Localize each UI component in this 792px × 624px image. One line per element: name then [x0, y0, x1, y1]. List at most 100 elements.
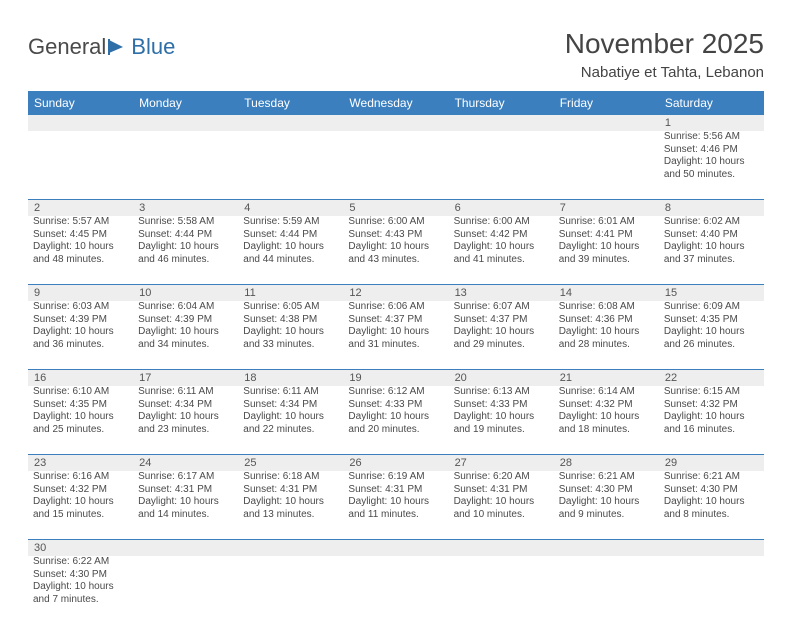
day-number: 3 [133, 200, 238, 216]
sunset-text: Sunset: 4:40 PM [664, 229, 759, 242]
daylight-text: Daylight: 10 hours and 34 minutes. [138, 326, 233, 351]
calendar-day-cell: Sunrise: 6:16 AMSunset: 4:32 PMDaylight:… [28, 471, 133, 539]
sunset-text: Sunset: 4:46 PM [664, 144, 759, 157]
sunrise-text: Sunrise: 6:13 AM [454, 386, 549, 399]
daylight-text: Daylight: 10 hours and 44 minutes. [243, 241, 338, 266]
day-number: 11 [238, 285, 343, 301]
day-number [133, 115, 238, 131]
daylight-text: Daylight: 10 hours and 13 minutes. [243, 496, 338, 521]
daylight-text: Daylight: 10 hours and 8 minutes. [664, 496, 759, 521]
calendar-empty-cell [449, 556, 554, 624]
sunrise-text: Sunrise: 6:21 AM [664, 471, 759, 484]
sunrise-text: Sunrise: 5:59 AM [243, 216, 338, 229]
day-number: 16 [28, 370, 133, 386]
calendar-day-cell: Sunrise: 6:05 AMSunset: 4:38 PMDaylight:… [238, 301, 343, 369]
daylight-text: Daylight: 10 hours and 14 minutes. [138, 496, 233, 521]
daylight-text: Daylight: 10 hours and 22 minutes. [243, 411, 338, 436]
day-number: 24 [133, 455, 238, 471]
calendar-day-cell: Sunrise: 6:21 AMSunset: 4:30 PMDaylight:… [554, 471, 659, 539]
calendar-empty-cell [238, 131, 343, 199]
sunrise-text: Sunrise: 6:09 AM [664, 301, 759, 314]
brand-text-b: Blue [131, 34, 175, 60]
daylight-text: Daylight: 10 hours and 9 minutes. [559, 496, 654, 521]
day-number [28, 115, 133, 131]
daylight-text: Daylight: 10 hours and 41 minutes. [454, 241, 549, 266]
sunrise-text: Sunrise: 6:06 AM [348, 301, 443, 314]
day-number: 28 [554, 455, 659, 471]
sunset-text: Sunset: 4:39 PM [33, 314, 128, 327]
daylight-text: Daylight: 10 hours and 33 minutes. [243, 326, 338, 351]
calendar-day-cell: Sunrise: 6:10 AMSunset: 4:35 PMDaylight:… [28, 386, 133, 454]
sunset-text: Sunset: 4:31 PM [348, 484, 443, 497]
sunrise-text: Sunrise: 6:04 AM [138, 301, 233, 314]
day-number: 19 [343, 370, 448, 386]
daylight-text: Daylight: 10 hours and 15 minutes. [33, 496, 128, 521]
sunrise-text: Sunrise: 6:10 AM [33, 386, 128, 399]
sunset-text: Sunset: 4:43 PM [348, 229, 443, 242]
day-number: 4 [238, 200, 343, 216]
calendar-week: Sunrise: 6:10 AMSunset: 4:35 PMDaylight:… [28, 386, 764, 455]
brand-logo: General Blue [28, 28, 175, 60]
calendar-empty-cell [659, 556, 764, 624]
sunset-text: Sunset: 4:39 PM [138, 314, 233, 327]
day-number: 29 [659, 455, 764, 471]
sunrise-text: Sunrise: 6:03 AM [33, 301, 128, 314]
sunrise-text: Sunrise: 5:58 AM [138, 216, 233, 229]
day-number [343, 115, 448, 131]
calendar-day-cell: Sunrise: 6:03 AMSunset: 4:39 PMDaylight:… [28, 301, 133, 369]
calendar-week: Sunrise: 6:22 AMSunset: 4:30 PMDaylight:… [28, 556, 764, 624]
sunset-text: Sunset: 4:30 PM [559, 484, 654, 497]
sunrise-text: Sunrise: 6:01 AM [559, 216, 654, 229]
calendar-day-cell: Sunrise: 5:58 AMSunset: 4:44 PMDaylight:… [133, 216, 238, 284]
weekday-label: Monday [133, 91, 238, 115]
calendar-day-cell: Sunrise: 6:04 AMSunset: 4:39 PMDaylight:… [133, 301, 238, 369]
page-header: General Blue November 2025 Nabatiye et T… [28, 28, 764, 81]
day-number: 12 [343, 285, 448, 301]
sunrise-text: Sunrise: 6:11 AM [243, 386, 338, 399]
calendar-week: Sunrise: 6:03 AMSunset: 4:39 PMDaylight:… [28, 301, 764, 370]
sunset-text: Sunset: 4:34 PM [138, 399, 233, 412]
calendar-day-cell: Sunrise: 6:00 AMSunset: 4:42 PMDaylight:… [449, 216, 554, 284]
weekday-label: Saturday [659, 91, 764, 115]
day-number-strip: 23242526272829 [28, 455, 764, 471]
calendar-empty-cell [28, 131, 133, 199]
daylight-text: Daylight: 10 hours and 46 minutes. [138, 241, 233, 266]
calendar-day-cell: Sunrise: 6:06 AMSunset: 4:37 PMDaylight:… [343, 301, 448, 369]
day-number [449, 115, 554, 131]
sunrise-text: Sunrise: 6:20 AM [454, 471, 549, 484]
weekday-label: Friday [554, 91, 659, 115]
sunrise-text: Sunrise: 6:16 AM [33, 471, 128, 484]
daylight-text: Daylight: 10 hours and 18 minutes. [559, 411, 654, 436]
sunset-text: Sunset: 4:30 PM [664, 484, 759, 497]
calendar-empty-cell [449, 131, 554, 199]
sunset-text: Sunset: 4:45 PM [33, 229, 128, 242]
calendar-grid: Sunday Monday Tuesday Wednesday Thursday… [28, 91, 764, 624]
calendar-day-cell: Sunrise: 6:21 AMSunset: 4:30 PMDaylight:… [659, 471, 764, 539]
day-number: 1 [659, 115, 764, 131]
calendar-day-cell: Sunrise: 6:00 AMSunset: 4:43 PMDaylight:… [343, 216, 448, 284]
sunrise-text: Sunrise: 6:02 AM [664, 216, 759, 229]
title-block: November 2025 Nabatiye et Tahta, Lebanon [565, 28, 764, 81]
daylight-text: Daylight: 10 hours and 37 minutes. [664, 241, 759, 266]
daylight-text: Daylight: 10 hours and 31 minutes. [348, 326, 443, 351]
sunset-text: Sunset: 4:36 PM [559, 314, 654, 327]
sunset-text: Sunset: 4:44 PM [243, 229, 338, 242]
sunrise-text: Sunrise: 6:22 AM [33, 556, 128, 569]
sunrise-text: Sunrise: 6:08 AM [559, 301, 654, 314]
sunrise-text: Sunrise: 6:00 AM [454, 216, 549, 229]
sunset-text: Sunset: 4:35 PM [664, 314, 759, 327]
sunset-text: Sunset: 4:31 PM [454, 484, 549, 497]
daylight-text: Daylight: 10 hours and 48 minutes. [33, 241, 128, 266]
location-subtitle: Nabatiye et Tahta, Lebanon [565, 64, 764, 81]
day-number: 23 [28, 455, 133, 471]
calendar-day-cell: Sunrise: 6:18 AMSunset: 4:31 PMDaylight:… [238, 471, 343, 539]
day-number-strip: 9101112131415 [28, 285, 764, 301]
day-number: 26 [343, 455, 448, 471]
day-number: 30 [28, 540, 133, 556]
daylight-text: Daylight: 10 hours and 25 minutes. [33, 411, 128, 436]
calendar-empty-cell [554, 131, 659, 199]
day-number [659, 540, 764, 556]
calendar-page: General Blue November 2025 Nabatiye et T… [0, 0, 792, 624]
calendar-day-cell: Sunrise: 6:14 AMSunset: 4:32 PMDaylight:… [554, 386, 659, 454]
calendar-day-cell: Sunrise: 6:07 AMSunset: 4:37 PMDaylight:… [449, 301, 554, 369]
